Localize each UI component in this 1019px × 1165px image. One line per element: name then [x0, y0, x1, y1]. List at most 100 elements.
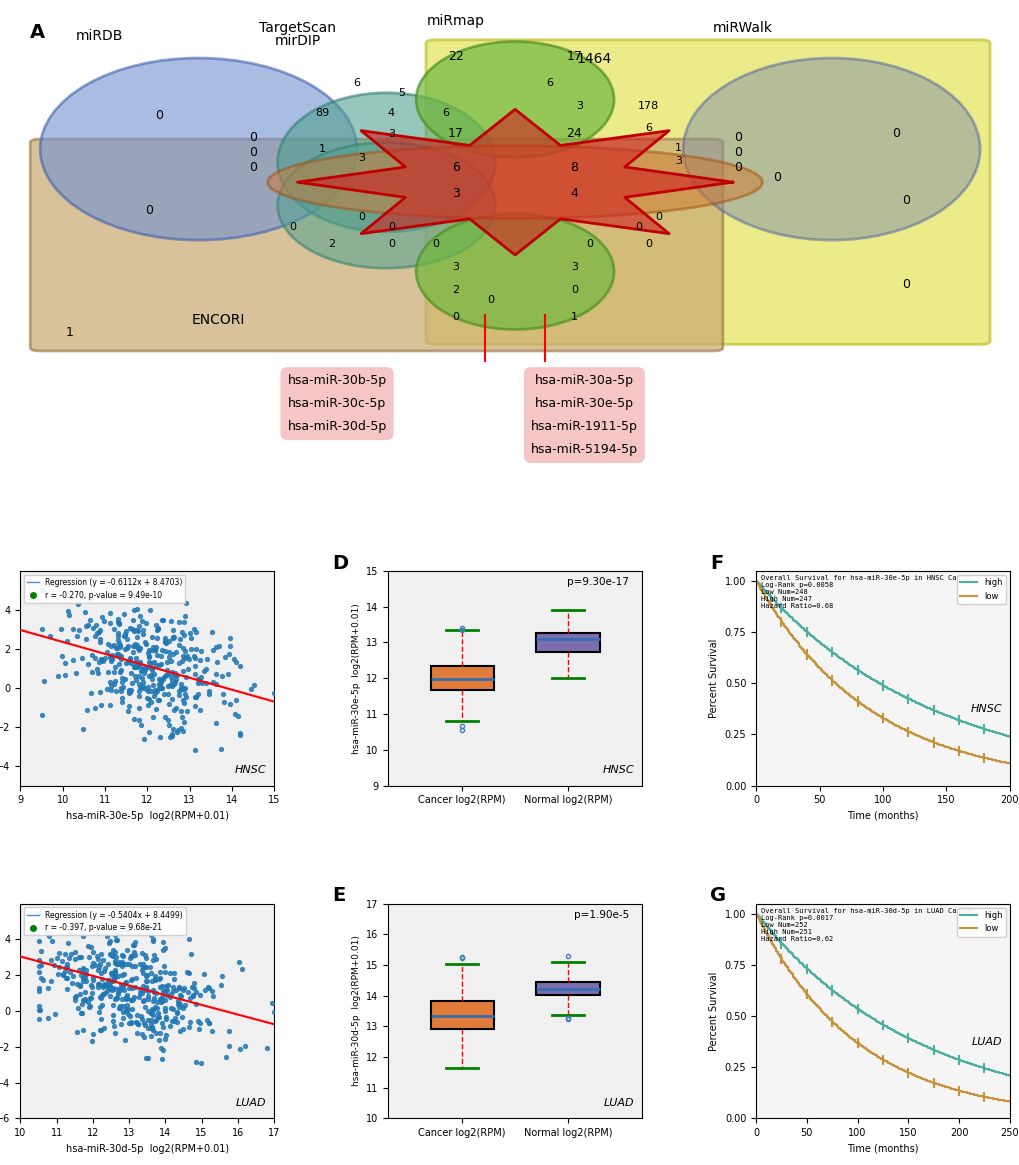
Point [70, 594, 87, 613]
Point [104, 648, 120, 666]
Point [174, 1019, 191, 1038]
high [900, 691, 912, 705]
Point [120, 701, 137, 720]
Point [133, 661, 150, 679]
Point [141, 647, 157, 665]
Point [104, 647, 120, 665]
Text: 3: 3 [451, 262, 459, 271]
Point [141, 648, 157, 666]
Point [190, 673, 206, 692]
Point [170, 613, 186, 631]
Point [120, 1004, 137, 1023]
Point [43, 951, 59, 969]
Point [157, 666, 173, 685]
Point [172, 1022, 189, 1040]
Point [157, 1030, 173, 1048]
Point [167, 665, 183, 684]
Point [175, 638, 192, 657]
Point [148, 637, 164, 656]
Point [135, 991, 151, 1010]
Point [160, 976, 176, 995]
Point [92, 955, 108, 974]
Point [160, 684, 176, 702]
Point [91, 623, 107, 642]
Point [176, 684, 193, 702]
Point [40, 1009, 56, 1028]
Point [138, 635, 154, 654]
Point [110, 623, 126, 642]
Point [123, 956, 140, 975]
Text: 0: 0 [387, 239, 394, 248]
Point [54, 952, 70, 970]
Text: Overall Survival for hsa-miR-30e-5p in HNSC Cancer
Log-Rank p=0.0058
Low Num=248: Overall Survival for hsa-miR-30e-5p in H… [760, 576, 973, 609]
Point [143, 665, 159, 684]
Point [138, 1048, 154, 1067]
Point [144, 1018, 160, 1037]
Point [145, 932, 161, 951]
Point [208, 714, 224, 733]
X-axis label: hsa-miR-30e-5p  log2(RPM+0.01): hsa-miR-30e-5p log2(RPM+0.01) [65, 811, 228, 821]
Point [79, 615, 96, 634]
Point [125, 988, 142, 1007]
Point [180, 982, 197, 1001]
Point [133, 662, 150, 680]
Point [74, 961, 91, 980]
Point [229, 707, 246, 726]
Point [198, 659, 214, 678]
Point [102, 603, 118, 622]
Point [152, 655, 168, 673]
Point [157, 990, 173, 1009]
Point [174, 622, 191, 641]
Point [87, 649, 103, 668]
Point [101, 975, 117, 994]
Point [58, 980, 74, 998]
Point [121, 1007, 138, 1025]
Point [126, 635, 143, 654]
Point [105, 946, 121, 965]
Point [146, 988, 162, 1007]
Text: Overall Survival for hsa-miR-30d-5p in LUAD Cancer
Log-Rank p=0.0017
Low Num=252: Overall Survival for hsa-miR-30d-5p in L… [760, 908, 973, 942]
Point [152, 728, 168, 747]
Point [85, 953, 101, 972]
Text: 0: 0 [901, 278, 909, 291]
Point [128, 621, 145, 640]
Point [193, 986, 209, 1004]
Point [131, 980, 148, 998]
Text: miRWalk: miRWalk [712, 21, 772, 35]
Point [201, 1014, 217, 1032]
Point [122, 619, 139, 637]
Y-axis label: hsa-miR-30e-5p  log2(RPM+0.01): hsa-miR-30e-5p log2(RPM+0.01) [352, 602, 361, 754]
Text: TargetScan: TargetScan [259, 21, 335, 35]
Point [169, 991, 185, 1010]
Point [65, 620, 82, 638]
Point [100, 977, 116, 996]
Point [109, 627, 125, 645]
Point [117, 654, 133, 672]
Point [231, 657, 248, 676]
Point [68, 663, 85, 682]
Point [122, 683, 139, 701]
Point [180, 649, 197, 668]
Point [78, 700, 95, 719]
Point [73, 995, 90, 1014]
Point [153, 1039, 169, 1058]
Point [160, 696, 176, 714]
Point [123, 947, 140, 966]
Point [73, 922, 90, 940]
Point [173, 679, 190, 698]
Point [42, 627, 58, 645]
Text: 1: 1 [66, 326, 73, 339]
Point [141, 722, 157, 741]
Point [97, 975, 113, 994]
Point [101, 970, 117, 989]
Point [128, 1005, 145, 1024]
Point [145, 980, 161, 998]
Point [151, 656, 167, 675]
Point [94, 995, 110, 1014]
Point [77, 616, 94, 635]
Point [125, 601, 142, 620]
Point [84, 983, 100, 1002]
Point [99, 927, 115, 946]
Point [168, 1003, 184, 1022]
Point [36, 672, 52, 691]
